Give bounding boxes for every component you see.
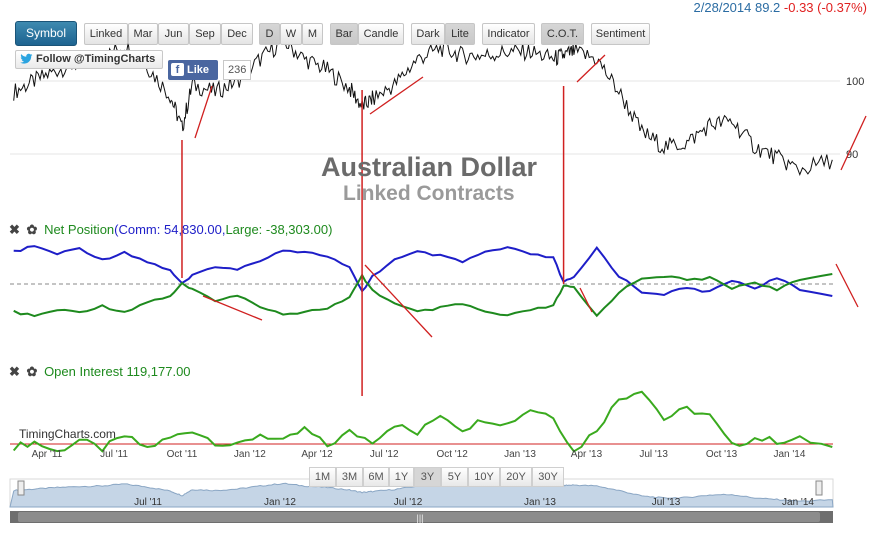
x-tick-label: Apr '11: [32, 449, 63, 460]
range-1y-button[interactable]: 1Y: [389, 467, 414, 487]
range-3m-button[interactable]: 3M: [336, 467, 363, 487]
price-date-value: 2/28/2014 89.2: [693, 0, 781, 15]
x-tick-label: Jul '13: [639, 449, 668, 460]
range-1m-button[interactable]: 1M: [309, 467, 336, 487]
range-10y-button[interactable]: 10Y: [468, 467, 500, 487]
twitter-bird-icon: [20, 53, 33, 64]
cot-button[interactable]: C.O.T.: [541, 23, 584, 45]
close-icon[interactable]: ✖: [9, 364, 20, 379]
range-5y-button[interactable]: 5Y: [441, 467, 468, 487]
month-mar-button[interactable]: Mar: [128, 23, 158, 45]
linked-button[interactable]: Linked: [84, 23, 128, 45]
navigator-label: Jul '11: [134, 497, 162, 508]
open-interest-line: [12, 390, 833, 453]
x-tick-label: Jul '12: [370, 449, 399, 460]
x-tick-label: Oct '11: [167, 449, 198, 460]
price-line: [13, 31, 833, 176]
month-dec-button[interactable]: Dec: [221, 23, 253, 45]
period-weekly-button[interactable]: W: [280, 23, 302, 45]
gear-icon[interactable]: ✿: [26, 222, 38, 237]
x-tick-label: Apr '13: [571, 449, 603, 460]
comm-value: (Comm: 54,830.00,: [114, 222, 226, 237]
annotation-trend-line: [579, 287, 593, 313]
theme-lite-button[interactable]: Lite: [445, 23, 475, 45]
price-tick-label: 100: [846, 76, 864, 88]
navigator-label: Jul '13: [652, 497, 681, 508]
close-icon[interactable]: ✖: [9, 222, 20, 237]
navigator-left-handle: [17, 480, 25, 496]
x-tick-label: Jul '11: [100, 449, 128, 460]
follow-label: Follow @TimingCharts: [36, 53, 156, 65]
facebook-icon: f: [171, 63, 184, 76]
navigator-right-handle: [815, 480, 823, 496]
period-daily-button[interactable]: D: [259, 23, 280, 45]
indicator-button[interactable]: Indicator: [482, 23, 535, 45]
annotation-trend-line: [364, 264, 433, 338]
x-tick-label: Jan '13: [504, 449, 536, 460]
open-interest-header: ✖ ✿ Open Interest 119,177.00: [9, 364, 191, 380]
symbol-button[interactable]: Symbol: [15, 21, 77, 46]
annotation-trend-line: [194, 85, 213, 139]
navigator-label: Jan '14: [782, 497, 814, 508]
comm-series-line: [13, 245, 833, 297]
annotation-trend-line: [202, 295, 263, 321]
follow-twitter-button[interactable]: Follow @TimingCharts: [15, 50, 163, 69]
x-tick-label: Apr '12: [301, 449, 333, 460]
chart-type-bar-button[interactable]: Bar: [330, 23, 358, 45]
annotation-trend-line: [840, 115, 867, 171]
price-change-value: -0.33 (-0.37%): [783, 0, 867, 15]
like-count: 236: [223, 60, 252, 80]
theme-dark-button[interactable]: Dark: [411, 23, 445, 45]
range-6m-button[interactable]: 6M: [363, 467, 389, 487]
large-series-line: [13, 272, 833, 318]
x-tick-label: Jan '12: [234, 449, 266, 460]
x-tick-label: Jan '14: [773, 449, 805, 460]
open-interest-label: Open Interest 119,177.00: [44, 364, 191, 379]
net-position-header: ✖ ✿ Net Position(Comm: 54,830.00,Large: …: [9, 222, 332, 238]
month-jun-button[interactable]: Jun: [158, 23, 189, 45]
range-20y-button[interactable]: 20Y: [500, 467, 532, 487]
chart-type-candle-button[interactable]: Candle: [358, 23, 404, 45]
facebook-like-button[interactable]: f Like: [168, 60, 218, 80]
x-tick-label: Oct '12: [436, 449, 468, 460]
range-3y-button[interactable]: 3Y: [414, 467, 441, 487]
like-label: Like: [187, 64, 210, 76]
navigator-label: Jan '12: [264, 497, 296, 508]
net-position-label: Net Position: [44, 222, 115, 237]
scrollbar-thumb: [18, 512, 820, 522]
large-value: Large: -38,303.00): [225, 222, 333, 237]
chart-watermark-title: Australian Dollar: [321, 152, 538, 182]
range-30y-button[interactable]: 30Y: [532, 467, 564, 487]
annotation-trend-line: [576, 54, 606, 83]
gear-icon[interactable]: ✿: [26, 364, 38, 379]
x-tick-label: Oct '13: [706, 449, 738, 460]
navigator-label: Jan '13: [524, 497, 556, 508]
annotation-trend-line: [835, 263, 859, 308]
sentiment-button[interactable]: Sentiment: [591, 23, 650, 45]
price-readout: 2/28/2014 89.2 -0.33 (-0.37%): [694, 0, 867, 15]
period-monthly-button[interactable]: M: [302, 23, 323, 45]
navigator-label: Jul '12: [394, 497, 423, 508]
annotation-trend-line: [369, 76, 424, 115]
site-watermark: TimingCharts.com: [19, 427, 116, 441]
chart-watermark-subtitle: Linked Contracts: [343, 182, 515, 205]
month-sep-button[interactable]: Sep: [189, 23, 221, 45]
scrollbar-grip-icon: |||: [416, 513, 423, 523]
navigator-area: [9, 482, 834, 508]
